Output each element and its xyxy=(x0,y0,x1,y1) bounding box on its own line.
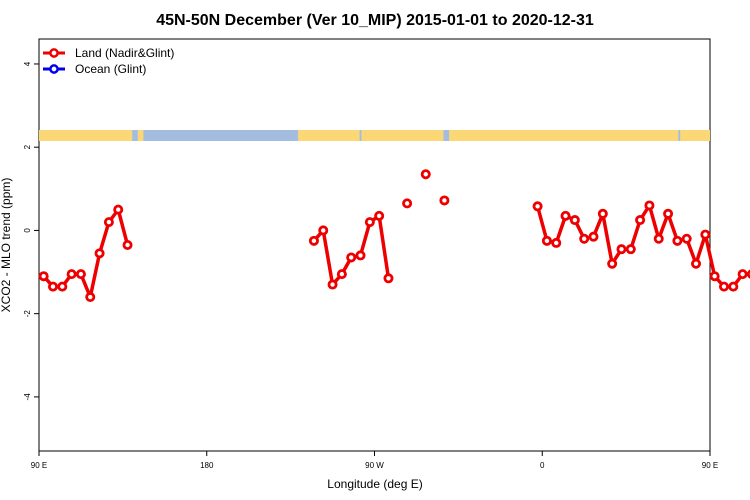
data-point xyxy=(597,208,608,219)
x-tick-label: 0 xyxy=(540,461,545,470)
land-ocean-strip xyxy=(39,130,710,141)
data-point xyxy=(672,235,683,246)
data-point xyxy=(616,244,627,255)
data-point xyxy=(75,269,86,280)
data-point xyxy=(346,252,357,263)
legend-ocean-label: Ocean (Glint) xyxy=(75,62,146,76)
data-point xyxy=(644,200,655,211)
data-point xyxy=(541,235,552,246)
legend: Land (Nadir&Glint) Ocean (Glint) xyxy=(43,46,174,76)
data-point xyxy=(57,281,68,292)
y-tick-label: -2 xyxy=(23,310,32,318)
data-point xyxy=(579,233,590,244)
legend-land-marker xyxy=(49,48,59,58)
data-point xyxy=(569,215,580,226)
data-point xyxy=(737,269,748,280)
data-point xyxy=(718,281,729,292)
data-point xyxy=(532,201,543,212)
data-point xyxy=(383,273,394,284)
x-axis-label: Longitude (deg E) xyxy=(327,477,422,491)
data-point xyxy=(691,258,702,269)
x-tick-label: 180 xyxy=(200,461,214,470)
series-0 xyxy=(38,169,750,303)
data-point xyxy=(663,208,674,219)
y-tick-label: 0 xyxy=(23,228,32,233)
data-point xyxy=(653,233,664,244)
y-tick-label: -4 xyxy=(23,393,32,401)
data-point xyxy=(402,198,413,209)
data-point xyxy=(607,258,618,269)
data-point xyxy=(47,281,58,292)
data-point xyxy=(113,204,124,215)
strip-land xyxy=(449,130,679,141)
axis-ticks: 90 E 180 90 W 0 90 E -4 -2 0 2 4 xyxy=(23,61,718,470)
data-point xyxy=(709,271,720,282)
y-tick-label: 2 xyxy=(23,144,32,149)
strip-land xyxy=(137,130,144,141)
data-point xyxy=(122,239,133,250)
data-point xyxy=(327,279,338,290)
strip-land xyxy=(298,130,360,141)
y-tick-label: 4 xyxy=(23,61,32,66)
data-point xyxy=(551,237,562,248)
data-point xyxy=(374,210,385,221)
x-tick-label: 90 E xyxy=(31,461,47,470)
strip-land xyxy=(365,130,444,141)
data-point xyxy=(588,231,599,242)
data-point xyxy=(66,269,77,280)
x-tick-label: 90 W xyxy=(365,461,384,470)
data-point xyxy=(700,229,711,240)
data-point xyxy=(364,217,375,228)
data-series xyxy=(38,169,750,303)
data-point xyxy=(85,292,96,303)
data-point xyxy=(94,248,105,259)
plot-area xyxy=(38,38,711,452)
data-point xyxy=(625,244,636,255)
data-point xyxy=(355,250,366,261)
data-point xyxy=(635,215,646,226)
y-axis-label: XCO2 - MLO trend (ppm) xyxy=(0,178,13,313)
data-point xyxy=(103,217,114,228)
legend-land-label: Land (Nadir&Glint) xyxy=(75,46,174,60)
data-point xyxy=(681,233,692,244)
data-point xyxy=(420,169,431,180)
data-point xyxy=(336,269,347,280)
data-point xyxy=(728,281,739,292)
strip-land xyxy=(39,130,133,141)
strip-land xyxy=(680,130,710,141)
x-tick-label: 90 E xyxy=(702,461,718,470)
data-point xyxy=(439,195,450,206)
data-point xyxy=(308,235,319,246)
chart-title: 45N-50N December (Ver 10_MIP) 2015-01-01… xyxy=(156,12,594,29)
data-point xyxy=(560,210,571,221)
data-point xyxy=(38,271,49,282)
data-point xyxy=(318,225,329,236)
legend-ocean-marker xyxy=(49,64,59,74)
strip-land xyxy=(361,130,366,141)
